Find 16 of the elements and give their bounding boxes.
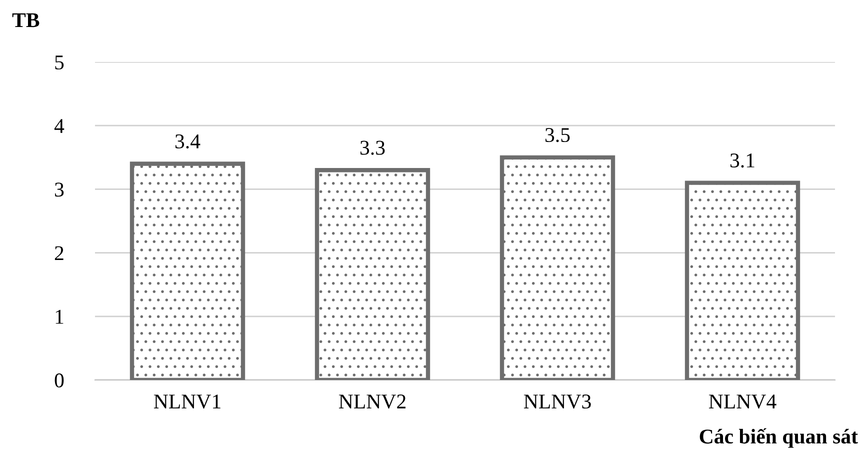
y-tick-label: 5 (55, 56, 64, 70)
x-tick-label: NLNV2 (338, 394, 406, 409)
x-tick-label: NLNV1 (154, 394, 220, 409)
y-tick-label: 3 (55, 182, 64, 197)
y-tick-label: 1 (56, 310, 64, 324)
data-label: 3.5 (545, 128, 570, 142)
x-axis-title: Các biến quan sát (700, 428, 858, 448)
y-axis-title: TB (12, 13, 40, 28)
x-tick-label: NLNV4 (708, 394, 776, 409)
y-tick-label: 4 (54, 119, 64, 133)
data-label: 3.1 (730, 153, 754, 168)
data-label: 3.3 (360, 140, 385, 155)
data-label: 3.4 (175, 134, 200, 149)
y-tick-label: 0 (54, 373, 64, 388)
x-tick-label: NLNV3 (524, 394, 591, 409)
y-tick-label: 2 (54, 246, 64, 260)
